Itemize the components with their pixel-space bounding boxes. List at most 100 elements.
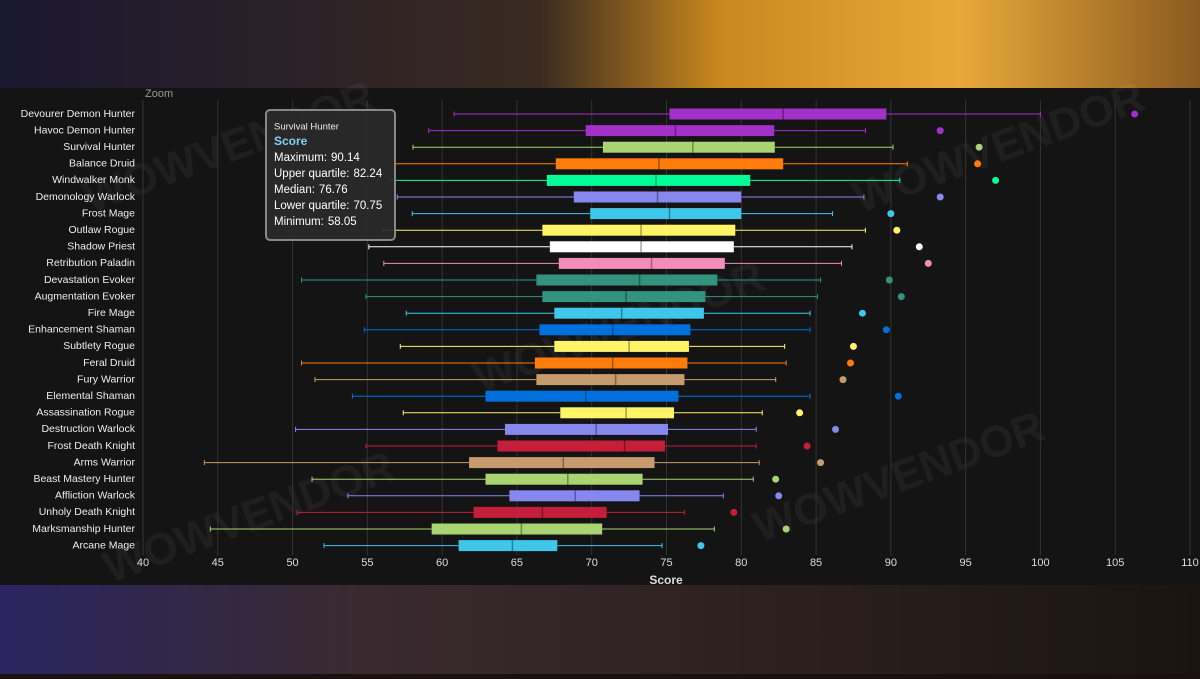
category-label: Survival Hunter <box>63 141 135 153</box>
box <box>573 191 742 203</box>
x-tick-label: 95 <box>960 557 972 569</box>
box <box>590 208 742 220</box>
tooltip-label: Lower quartile: <box>274 200 349 212</box>
box <box>485 390 679 402</box>
tooltip-row: Median: 76.76 <box>274 184 348 196</box>
box <box>539 324 691 336</box>
outlier <box>730 508 738 516</box>
box <box>497 440 666 452</box>
x-tick-label: 60 <box>436 557 448 569</box>
x-tick-label: 85 <box>810 557 822 569</box>
box <box>669 108 887 120</box>
box <box>469 457 655 469</box>
category-label: Arcane Mage <box>73 539 136 551</box>
outlier <box>775 492 783 500</box>
x-tick-label: 105 <box>1106 557 1124 569</box>
box <box>536 274 718 286</box>
box <box>431 523 603 535</box>
category-label: Beast Mastery Hunter <box>33 473 135 485</box>
tooltip-value: 58.05 <box>328 216 357 228</box>
box <box>473 506 607 518</box>
category-label: Augmentation Evoker <box>35 290 136 302</box>
box <box>560 407 674 419</box>
outlier <box>839 376 847 384</box>
category-label: Arms Warrior <box>74 456 136 468</box>
x-tick-label: 90 <box>885 557 897 569</box>
category-label: Destruction Warlock <box>41 423 135 435</box>
tooltip-value: 76.76 <box>319 184 348 196</box>
category-label: Assassination Rogue <box>36 407 135 419</box>
tooltip-row: Upper quartile: 82.24 <box>274 168 383 180</box>
outlier <box>894 392 902 400</box>
outlier <box>882 326 890 334</box>
outlier <box>817 459 825 467</box>
tooltip-series: Score <box>274 134 308 148</box>
tooltip <box>265 109 396 241</box>
chart-panel <box>0 88 1200 585</box>
box <box>536 374 685 386</box>
category-label: Subtlety Rogue <box>63 340 135 352</box>
tooltip-value: 90.14 <box>331 152 360 164</box>
box <box>485 473 643 485</box>
box <box>546 174 751 186</box>
outlier <box>915 243 923 251</box>
category-label: Retribution Paladin <box>46 257 135 269</box>
outlier <box>782 525 790 533</box>
outlier <box>975 143 983 151</box>
category-label: Windwalker Monk <box>52 174 136 186</box>
category-label: Unholy Death Knight <box>39 506 135 518</box>
zoom-label: Zoom <box>145 88 173 100</box>
outlier <box>846 359 854 367</box>
category-label: Marksmanship Hunter <box>32 523 135 535</box>
category-label: Shadow Priest <box>67 241 135 253</box>
outlier <box>803 442 811 450</box>
tooltip-label: Maximum: <box>274 152 327 164</box>
box <box>558 257 725 269</box>
outlier <box>936 127 944 135</box>
box <box>555 158 784 170</box>
box <box>549 241 734 253</box>
category-label: Balance Druid <box>69 158 135 170</box>
category-label: Enhancement Shaman <box>28 324 135 336</box>
x-tick-label: 100 <box>1031 557 1049 569</box>
outlier <box>974 160 982 168</box>
category-label: Fire Mage <box>88 307 135 319</box>
x-tick-label: 80 <box>735 557 747 569</box>
category-label: Feral Druid <box>83 357 135 369</box>
tooltip-row: Lower quartile: 70.75 <box>274 200 382 212</box>
tooltip-value: 70.75 <box>353 200 382 212</box>
outlier <box>897 293 905 301</box>
category-label: Frost Death Knight <box>47 440 135 452</box>
tooltip-label: Minimum: <box>274 216 324 228</box>
box <box>504 423 668 435</box>
tooltip-label: Median: <box>274 184 315 196</box>
category-label: Outlaw Rogue <box>68 224 135 236</box>
x-tick-label: 45 <box>212 557 224 569</box>
outlier <box>992 176 1000 184</box>
box <box>458 540 558 552</box>
x-axis-title: Score <box>649 573 683 587</box>
outlier <box>697 542 705 550</box>
box <box>554 340 689 352</box>
outlier <box>885 276 893 284</box>
box <box>554 307 704 319</box>
outlier <box>893 226 901 234</box>
box <box>585 125 775 137</box>
outlier <box>858 309 866 317</box>
outlier <box>772 475 780 483</box>
x-tick-label: 55 <box>361 557 373 569</box>
category-label: Elemental Shaman <box>46 390 135 402</box>
category-label: Devourer Demon Hunter <box>21 108 136 120</box>
category-label: Affliction Warlock <box>55 490 136 502</box>
tooltip-title: Survival Hunter <box>274 122 339 133</box>
outlier <box>887 210 895 218</box>
category-label: Devastation Evoker <box>44 274 136 286</box>
x-tick-label: 65 <box>511 557 523 569</box>
background-top <box>0 0 1200 90</box>
outlier <box>796 409 804 417</box>
x-tick-label: 70 <box>586 557 598 569</box>
box <box>534 357 688 369</box>
outlier <box>1131 110 1139 118</box>
